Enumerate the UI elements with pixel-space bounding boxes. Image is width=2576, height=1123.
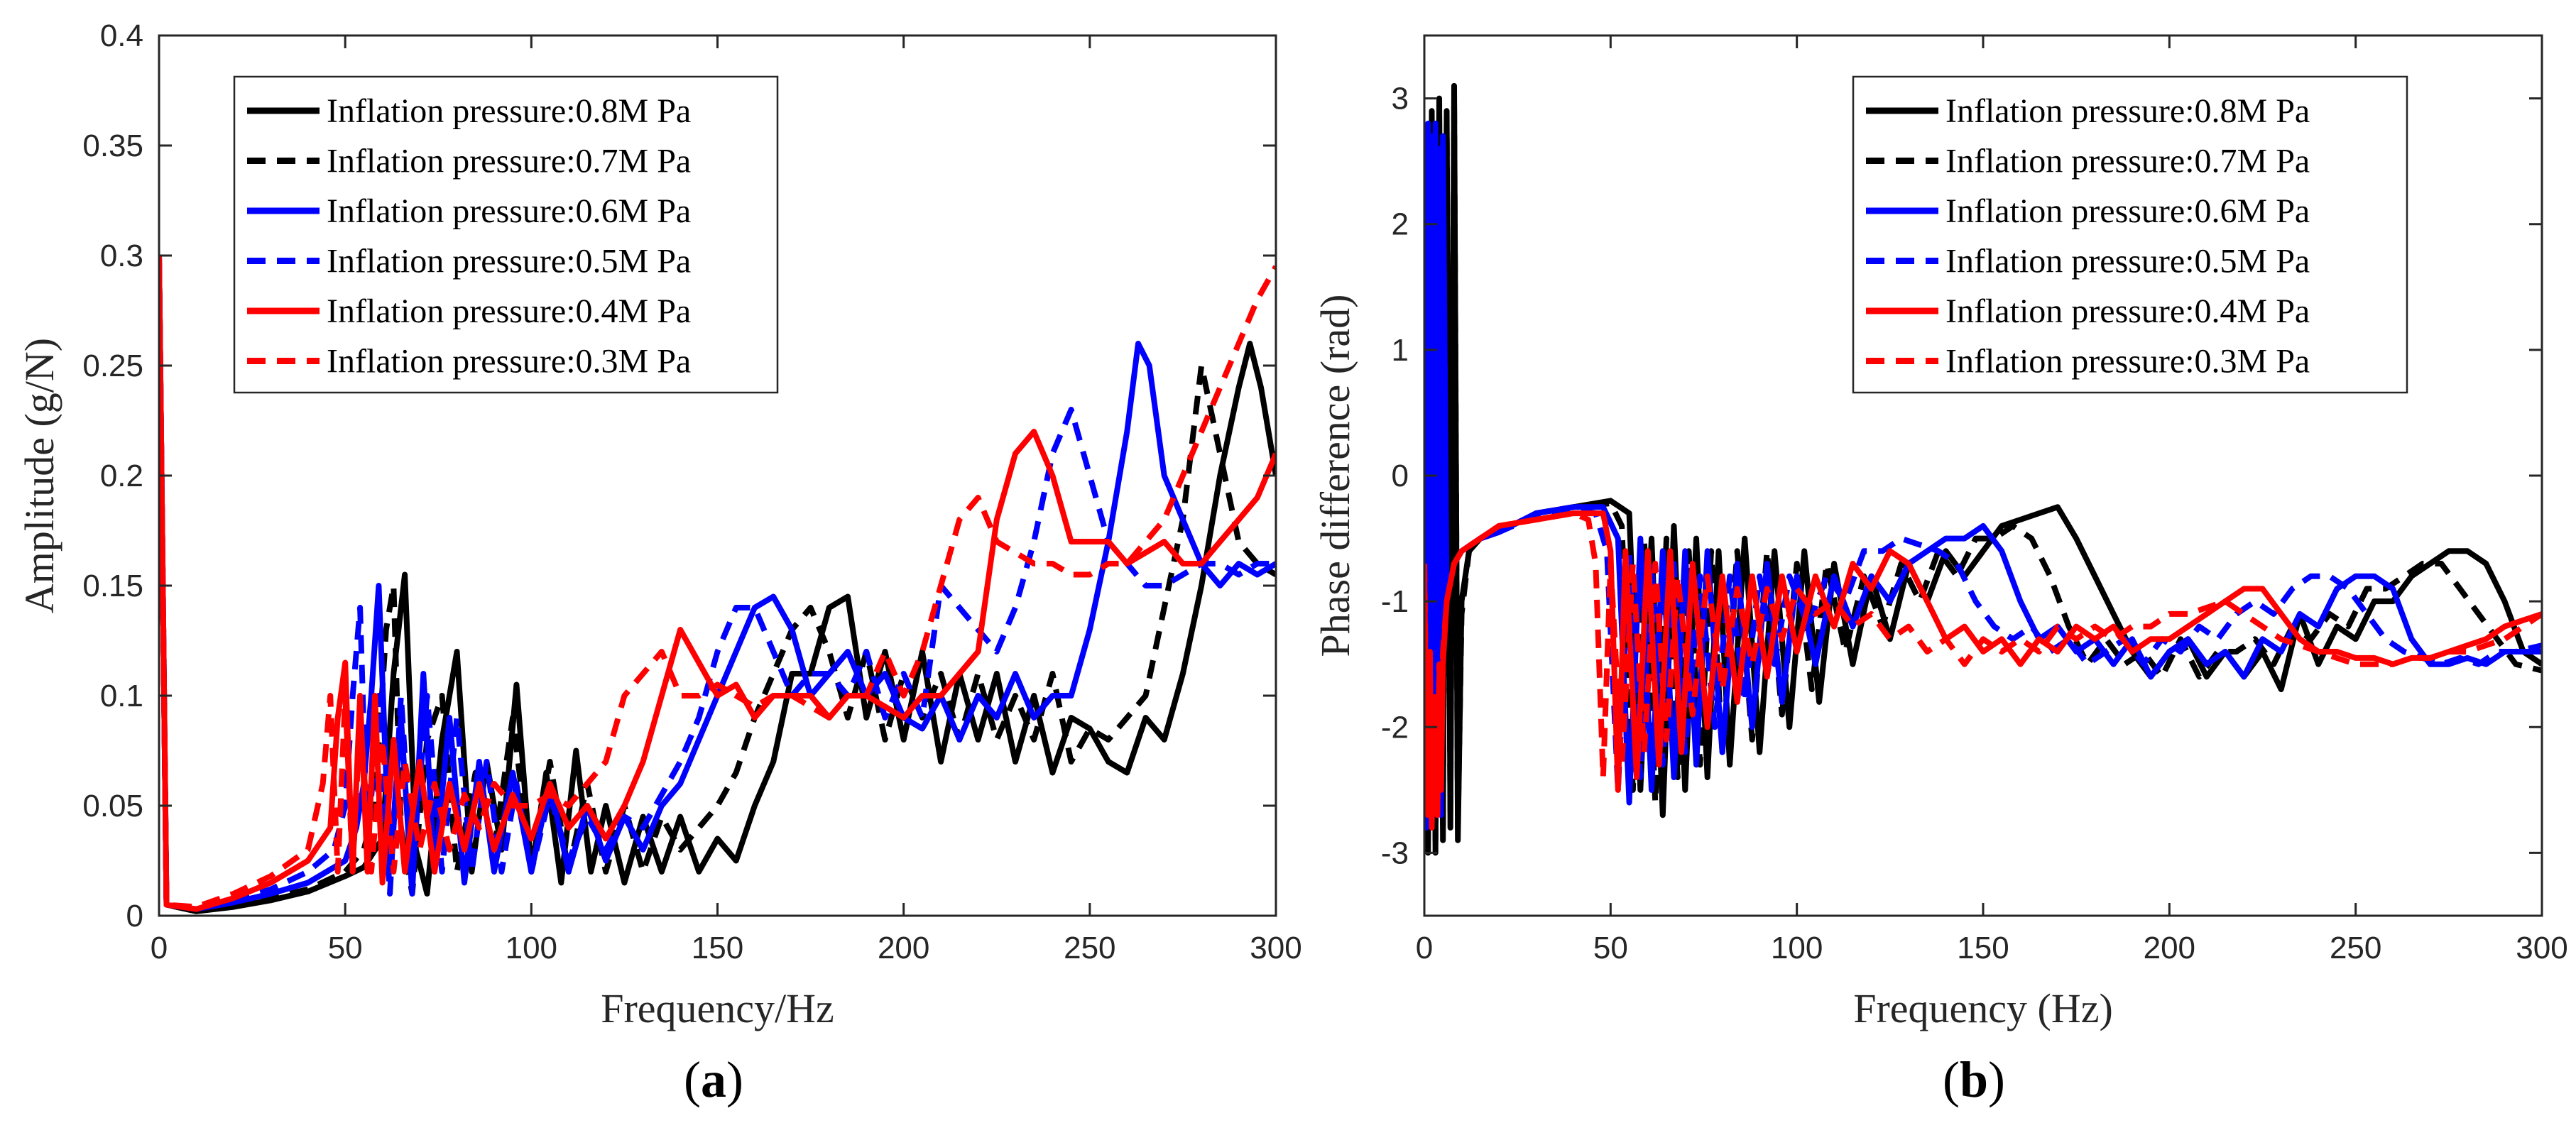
series-line-0-5mpa xyxy=(159,255,1276,912)
panel-caption-letter: a xyxy=(701,1051,726,1108)
series-line-0-8mpa xyxy=(159,255,1276,914)
legend-label: Inflation pressure:0.4M Pa xyxy=(327,292,691,330)
x-tick-label: 200 xyxy=(878,931,929,965)
x-tick-label: 50 xyxy=(328,931,363,965)
y-tick-label: 0.15 xyxy=(82,569,143,603)
legend-label: Inflation pressure:0.5M Pa xyxy=(327,243,691,280)
x-tick-label: 300 xyxy=(2516,931,2567,965)
legend-label: Inflation pressure:0.7M Pa xyxy=(327,143,691,180)
y-tick-label: -1 xyxy=(1381,584,1409,619)
panel-b: 0 50 100 150 200 250 300 -3 -2 -1 0 1 2 3 Frequency (H… xyxy=(1312,34,2568,1108)
y-tick-label: 0.1 xyxy=(100,679,143,713)
legend-label: Inflation pressure:0.3M Pa xyxy=(1945,343,2310,380)
x-tick-label: 250 xyxy=(1064,931,1115,965)
legend-label: Inflation pressure:0.4M Pa xyxy=(1945,292,2310,330)
y-tick-label: 0.05 xyxy=(82,789,143,823)
y-tick-label: 0.35 xyxy=(82,128,143,163)
y-tick-label: 0.25 xyxy=(82,349,143,383)
y-tick-label: 0 xyxy=(126,899,143,933)
panel-caption: (b) xyxy=(1943,1051,2005,1108)
series-line-0-3mpa xyxy=(1424,510,2542,818)
y-tick-label: 3 xyxy=(1392,82,1409,116)
y-tick-label: -2 xyxy=(1381,710,1409,745)
legend: Inflation pressure:0.8M Pa Inflation pres… xyxy=(233,75,779,394)
y-tick-label: 0.2 xyxy=(100,459,143,493)
y-tick-label: 2 xyxy=(1392,207,1409,242)
panel-caption-letter: b xyxy=(1960,1051,1988,1108)
y-axis-label: Amplitude (g/N) xyxy=(16,338,62,613)
x-axis-label: Frequency/Hz xyxy=(601,985,834,1031)
x-tick-label: 200 xyxy=(2144,931,2195,965)
legend-box xyxy=(233,75,779,394)
legend-label: Inflation pressure:0.3M Pa xyxy=(327,343,691,380)
y-tick-label: 1 xyxy=(1392,333,1409,368)
y-tick-label: 0.3 xyxy=(100,239,143,273)
series-line-0-3mpa xyxy=(159,255,1276,910)
series-line-0-7mpa xyxy=(1424,95,2542,843)
x-tick-label: 50 xyxy=(1593,931,1628,965)
panel-caption: (a) xyxy=(684,1051,743,1108)
legend-label: Inflation pressure:0.6M Pa xyxy=(1945,192,2310,230)
x-tick-label: 100 xyxy=(506,931,557,965)
legend-label: Inflation pressure:0.7M Pa xyxy=(1945,143,2310,180)
x-tick-label: 250 xyxy=(2330,931,2381,965)
y-tick-label: 0.4 xyxy=(100,18,143,53)
legend-box xyxy=(1852,75,2408,394)
x-tick-label: 0 xyxy=(1416,931,1433,965)
y-tick-label: -3 xyxy=(1381,836,1409,870)
x-tick-label: 0 xyxy=(151,931,168,965)
x-axis-label: Frequency (Hz) xyxy=(1853,985,2113,1031)
x-tick-label: 150 xyxy=(1957,931,2009,965)
panel-a: 0 50 100 150 200 250 300 0 0.05 0.1 0.15 0.2 0.25 0.3… xyxy=(16,18,1302,1108)
legend-label: Inflation pressure:0.8M Pa xyxy=(327,92,691,130)
x-tick-label: 100 xyxy=(1771,931,1823,965)
x-tick-label: 300 xyxy=(1250,931,1301,965)
legend-label: Inflation pressure:0.6M Pa xyxy=(327,192,691,230)
legend-label: Inflation pressure:0.5M Pa xyxy=(1945,243,2310,280)
y-axis-label: Phase difference (rad) xyxy=(1312,295,1358,657)
y-tick-label: 0 xyxy=(1392,459,1409,493)
series-group xyxy=(159,255,1276,914)
series-line-0-7mpa xyxy=(159,255,1276,914)
series-line-0-4mpa xyxy=(1424,510,2542,831)
legend: Inflation pressure:0.8M Pa Inflation pres… xyxy=(1852,75,2408,394)
legend-label: Inflation pressure:0.8M Pa xyxy=(1945,92,2310,130)
x-tick-label: 150 xyxy=(692,931,743,965)
series-group xyxy=(1424,82,2542,856)
